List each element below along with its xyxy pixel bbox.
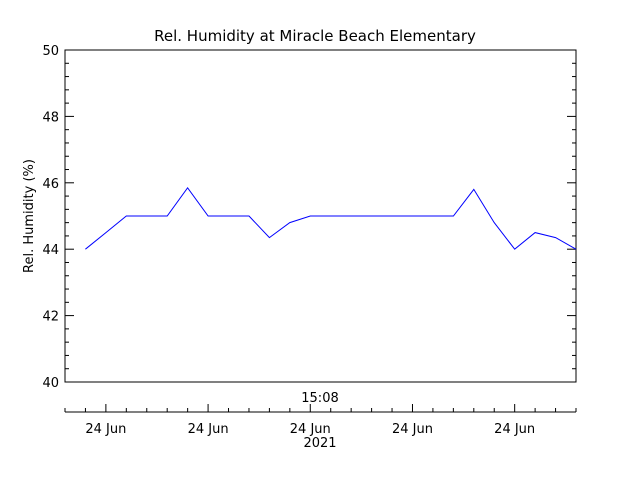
series-group: [85, 186, 577, 250]
x-axis-year-label: 2021: [303, 436, 336, 451]
x-tick-label: 24 Jun: [494, 422, 535, 437]
y-tick-label: 42: [42, 310, 59, 325]
y-tick-label: 48: [42, 110, 59, 125]
y-tick-label: 50: [42, 44, 59, 59]
humidity-series-line: [85, 186, 577, 250]
chart-title: Rel. Humidity at Miracle Beach Elementar…: [154, 27, 476, 45]
plot-frame: [64, 49, 577, 383]
x-axis-time-label: 15:08: [301, 391, 338, 406]
y-tick-label: 44: [42, 243, 59, 258]
x-axis: 24 Jun 24 Jun 24 Jun 24 Jun 24 Jun: [64, 404, 577, 437]
y-axis-label: Rel. Humidity (%): [22, 159, 37, 273]
x-tick-label: 24 Jun: [290, 422, 331, 437]
y-axis: 40 42 44 46 48 50: [42, 44, 576, 391]
x-tick-label: 24 Jun: [392, 422, 433, 437]
x-tick-label: 24 Jun: [188, 422, 229, 437]
y-tick-label: 46: [42, 177, 59, 192]
x-tick-label: 24 Jun: [85, 422, 126, 437]
y-tick-label: 40: [42, 376, 59, 391]
